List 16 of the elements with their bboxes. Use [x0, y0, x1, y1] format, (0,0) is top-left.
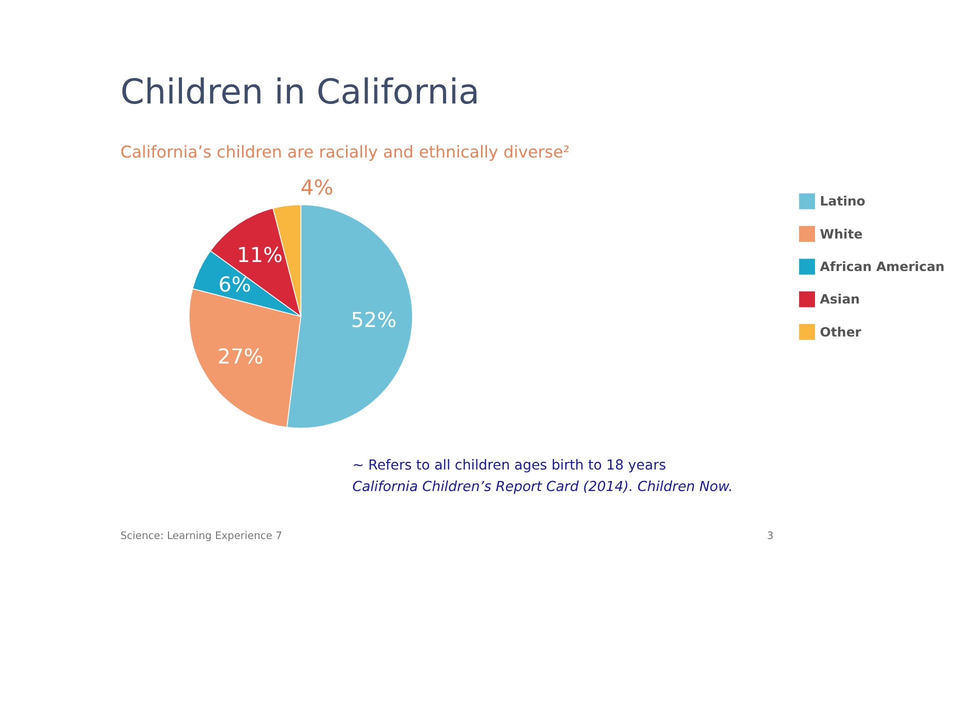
- data-label: 6%: [218, 272, 252, 296]
- text: ~ Refers to all children ages birth to 18 years: [352, 457, 666, 474]
- data-label: 11%: [236, 243, 283, 268]
- legend-label: Latino: [820, 194, 866, 210]
- data-label: 52%: [350, 308, 397, 332]
- text: California Children’s Report Card (2014). Children Now.: [352, 478, 733, 495]
- text: Science: Learning Experience 7: [120, 530, 282, 542]
- data-label: 4%: [300, 176, 334, 200]
- text: 3: [766, 530, 774, 542]
- legend-label: Other: [820, 325, 862, 340]
- data-label: 27%: [217, 344, 264, 369]
- legend-label: White: [820, 227, 863, 242]
- chart-subtitle: California’s children are racially and ethnically diverse²: [120, 142, 570, 162]
- legend-label: African American: [820, 260, 945, 275]
- legend-label: Asian: [820, 292, 860, 308]
- chart-title: Children in California: [120, 72, 480, 112]
